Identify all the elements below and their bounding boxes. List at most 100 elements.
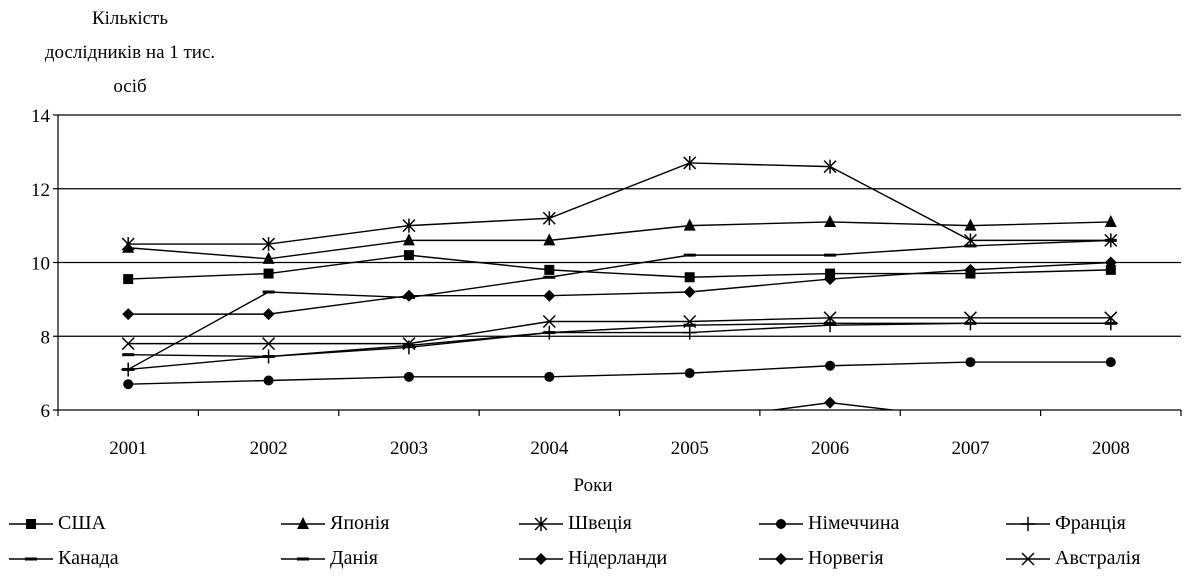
series-8 <box>122 256 1117 321</box>
point-10-2006 <box>823 311 837 325</box>
point-8-2007 <box>964 263 977 276</box>
series-line-2 <box>128 221 1111 260</box>
series-4 <box>123 357 1116 390</box>
x-tick-label-2002: 2002 <box>250 438 288 459</box>
x-tick-label-2008: 2008 <box>1092 438 1130 459</box>
point-3-2005 <box>683 155 697 170</box>
series-line-7 <box>127 239 1111 371</box>
point-8-2004 <box>543 289 556 302</box>
x-tick-label-2006: 2006 <box>811 438 849 459</box>
point-3-2004 <box>542 211 556 226</box>
point-8-2002 <box>262 308 275 321</box>
y-tick-label-8: 8 <box>41 327 51 348</box>
series-6 <box>122 321 1117 359</box>
point-1-2005 <box>684 272 695 283</box>
point-8-2001 <box>122 308 135 321</box>
series-line-8 <box>128 261 1111 315</box>
series-line-6 <box>128 322 1111 358</box>
series-lines <box>121 155 1118 527</box>
point-6-2004 <box>543 331 556 335</box>
point-9-2007 <box>964 413 976 425</box>
point-4-2008 <box>1105 357 1116 368</box>
point-3-2003 <box>402 218 416 233</box>
point-4-2007 <box>965 357 976 368</box>
point-3-2001 <box>121 237 135 252</box>
y-axis-label: Кількість дослідників на 1 тис. осіб <box>10 2 250 104</box>
point-10-2004 <box>542 314 556 329</box>
point-10-2008 <box>1104 311 1118 325</box>
point-2-2004 <box>543 233 556 246</box>
point-4-2004 <box>544 371 555 382</box>
y-tick-label-10: 10 <box>31 254 50 275</box>
series-line-1 <box>128 254 1111 280</box>
series-1 <box>123 250 1116 285</box>
point-4-2003 <box>403 371 414 382</box>
point-7-2002 <box>262 290 275 294</box>
point-6-2002 <box>262 355 275 359</box>
point-1-2008 <box>1105 264 1116 275</box>
series-10 <box>121 311 1118 351</box>
point-9-2006 <box>824 396 837 409</box>
x-tick-label-2005: 2005 <box>671 438 709 459</box>
point-9-2005 <box>684 415 696 427</box>
point-6-2005 <box>683 323 696 327</box>
y-tick-label-12: 12 <box>31 180 50 201</box>
point-4-2005 <box>684 368 695 379</box>
point-8-2008 <box>1104 256 1117 269</box>
gridlines <box>58 114 1181 337</box>
point-9-2002 <box>263 515 275 527</box>
point-2-2007 <box>964 218 977 231</box>
y-tick-labels: 6 8 10 12 14 <box>31 106 51 422</box>
series-2 <box>122 214 1117 264</box>
point-6-2003 <box>402 343 415 347</box>
point-10-2002 <box>262 337 276 351</box>
series-line-9 <box>768 401 899 410</box>
point-8-2003 <box>402 289 415 302</box>
point-6-2006 <box>824 321 837 325</box>
point-7-2007 <box>964 244 977 248</box>
point-7-2001 <box>122 367 135 371</box>
point-6-2008 <box>1104 321 1117 325</box>
point-4-2001 <box>123 379 134 390</box>
x-tick-label-2004: 2004 <box>530 438 569 459</box>
x-tick-labels: 2001 2002 2003 2004 2005 2006 2007 2008 <box>109 438 1130 459</box>
y-tick-label-14: 14 <box>31 106 51 127</box>
point-8-2005 <box>683 286 696 298</box>
point-6-2001 <box>122 353 135 357</box>
point-1-2004 <box>544 264 555 275</box>
y-axis-label-line-1: Кількість <box>91 8 168 29</box>
y-axis-label-line-2: дослідників на 1 тис. <box>44 42 216 63</box>
point-7-2005 <box>683 253 696 257</box>
y-axis-label-line-3: осіб <box>113 76 147 97</box>
point-10-2005 <box>683 314 697 329</box>
point-8-2006 <box>824 273 837 286</box>
point-7-2004 <box>543 275 556 279</box>
point-10-2003 <box>402 337 416 351</box>
point-3-2006 <box>823 159 837 174</box>
point-1-2002 <box>263 268 274 279</box>
point-9-2008 <box>1105 413 1117 425</box>
point-10-2001 <box>121 337 135 351</box>
point-5-2005 <box>682 325 697 340</box>
point-9-2001 <box>122 515 134 527</box>
point-5-2006 <box>823 318 838 333</box>
series-line-3 <box>128 162 1111 245</box>
point-6-2007 <box>964 321 977 325</box>
axes <box>53 114 1182 416</box>
point-10-2007 <box>963 311 977 325</box>
x-tick-label-2003: 2003 <box>390 438 428 459</box>
point-2-2003 <box>402 233 415 246</box>
point-7-2008 <box>1104 238 1117 242</box>
point-2-2008 <box>1104 214 1117 227</box>
point-2-2005 <box>683 218 696 231</box>
point-3-2002 <box>262 237 276 252</box>
x-tick-label-2001: 2001 <box>109 438 147 459</box>
x-tick-label-2007: 2007 <box>951 438 989 459</box>
point-9-2004 <box>543 413 555 425</box>
series-line-10 <box>128 317 1111 345</box>
y-tick-label-6: 6 <box>41 401 51 422</box>
point-4-2002 <box>263 375 274 386</box>
series-line-4 <box>128 361 1111 385</box>
point-2-2006 <box>824 214 837 227</box>
